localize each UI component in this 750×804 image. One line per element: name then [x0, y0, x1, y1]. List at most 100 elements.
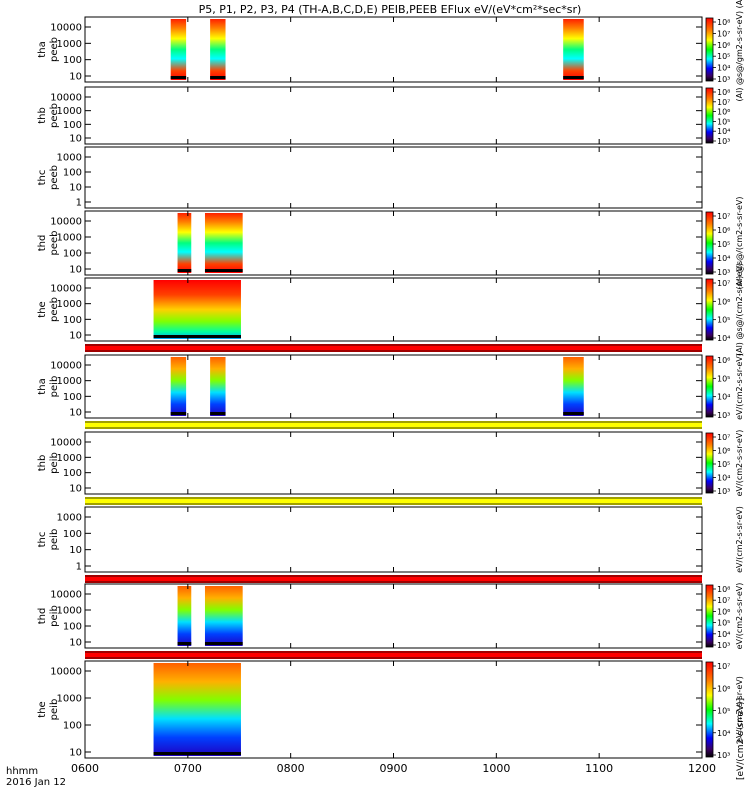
colorbar — [705, 432, 714, 494]
x-tick-label: 0900 — [380, 762, 408, 775]
panel-label-instrument: peib — [49, 452, 60, 474]
y-tick-label: 1000 — [57, 694, 82, 705]
colorbar — [705, 355, 714, 418]
y-tick-label: 100 — [63, 622, 82, 633]
spectrogram-segment — [563, 19, 584, 80]
y-tick-label: 1000 — [57, 453, 82, 464]
y-tick-label: 10000 — [50, 590, 82, 601]
colorbar-tick-label: 10⁶ — [717, 684, 730, 693]
colorbar-units-label: [eV/(cm2-s-sr-eV)] — [736, 698, 746, 780]
colorbar-title: eV/(cm2-s-sr-eV) — [735, 583, 744, 650]
colorbar-tick-label: 10⁶ — [717, 41, 730, 50]
y-tick-label: 10 — [69, 183, 82, 194]
colorbar-tick-label: 10⁵ — [717, 117, 730, 126]
colorbar — [705, 661, 714, 758]
panel-label-probe: thc — [37, 532, 48, 548]
colorbar-tick-label: 10⁵ — [717, 619, 730, 628]
spectrogram-segment — [153, 663, 241, 756]
panel-label-instrument: peib — [49, 605, 60, 627]
panel-label-probe: the — [37, 701, 48, 717]
colorbar-tick-label: 10⁷ — [717, 596, 730, 605]
spectrogram-segment — [153, 280, 241, 339]
y-tick-label: 10 — [69, 134, 82, 145]
panel-label-instrument: peib — [49, 529, 60, 551]
y-tick-label: 10 — [69, 408, 82, 419]
colorbar-tick-label: 10⁴ — [717, 127, 730, 136]
panel-label-probe: thb — [37, 107, 48, 124]
y-tick-label: 10000 — [50, 93, 82, 104]
segment-low-energy — [563, 76, 584, 79]
spectrogram-segment — [170, 19, 187, 80]
colorbar — [705, 211, 714, 275]
colorbar-tick-label: 10⁷ — [717, 662, 730, 671]
y-tick-label: 10 — [69, 484, 82, 495]
panel-label-probe: thd — [37, 235, 48, 252]
colorbar-tick-label: 10⁴ — [717, 393, 730, 402]
segment-low-energy — [177, 269, 192, 272]
x-axis: 0600 0700 0800 0900 1000 1100 1200 — [71, 762, 716, 775]
colorbar-tick-label: 10³ — [717, 641, 730, 650]
colorbar — [705, 17, 714, 82]
spectrogram-segment — [204, 213, 243, 273]
segment-low-energy — [177, 642, 192, 645]
flux-band — [85, 575, 702, 583]
flux-band — [85, 421, 702, 429]
x-axis-label: hhmm — [6, 766, 38, 777]
colorbar-tick-label: 10⁵ — [717, 240, 730, 249]
spectrogram-segment — [210, 357, 226, 416]
colorbar-tick-label: 10³ — [717, 137, 730, 146]
segment-low-energy — [204, 269, 243, 272]
x-tick-label: 1200 — [688, 762, 716, 775]
colorbar-tick-label: 10⁸ — [717, 18, 730, 27]
colorbar-tick-label: 10³ — [717, 268, 730, 277]
spectrogram-segment — [204, 586, 243, 646]
y-tick-label: 1000 — [57, 606, 82, 617]
chart-title: P5, P1, P2, P3, P4 (TH-A,B,C,D,E) PEIB,P… — [199, 3, 582, 16]
colorbar-tick-label: 10⁶ — [717, 226, 730, 235]
y-tick-label: 100 — [63, 120, 82, 131]
colorbar-tick-label: 10⁷ — [717, 212, 730, 221]
colorbar-tick-label: 10⁴ — [717, 254, 730, 263]
flux-band — [85, 651, 702, 659]
colorbar-title: (Al) @s@/(cm2-s-sr-eV) — [735, 196, 744, 289]
panel-label-instrument: peeb — [49, 37, 60, 62]
y-tick-label: 10 — [69, 748, 82, 759]
panel-label-instrument: peeb — [49, 231, 60, 256]
colorbar-tick-label: 10³ — [717, 487, 730, 496]
colorbar-title: (Al) @s@/(cm2-s-sr-eV) — [735, 263, 744, 356]
x-tick-label: 1100 — [585, 762, 613, 775]
colorbar-tick-label: 10⁵ — [717, 707, 730, 716]
panel-label-probe: thd — [37, 608, 48, 625]
colorbar-tick-label: 10⁴ — [717, 64, 730, 73]
spectrogram-segment — [210, 19, 226, 80]
y-tick-label: 1000 — [57, 299, 82, 310]
colorbar-tick-label: 10⁸ — [717, 585, 730, 594]
panel-label-probe: the — [37, 301, 48, 317]
panel-frame — [84, 86, 703, 145]
spectrogram-segment — [563, 357, 584, 416]
panel-label-instrument: peib — [49, 699, 60, 721]
y-tick-label: 100 — [63, 468, 82, 479]
panel-label-probe: thc — [37, 170, 48, 186]
y-tick-label: 1000 — [57, 233, 82, 244]
y-tick-label: 10000 — [50, 217, 82, 228]
colorbar-tick-label: 10⁵ — [717, 460, 730, 469]
y-tick-label: 1000 — [57, 376, 82, 387]
panel-thc-peeb: 1 10 100 1000 thc peeb — [37, 146, 703, 209]
colorbar-tick-label: 10⁶ — [717, 607, 730, 616]
y-tick-label: 1 — [76, 198, 82, 209]
colorbar-tick-label: 10⁶ — [717, 297, 730, 306]
colorbar-tick-label: 10⁷ — [717, 98, 730, 107]
flux-band — [85, 344, 702, 352]
y-tick-label: 1000 — [57, 39, 82, 50]
panel-frame — [84, 431, 703, 495]
panel-label-instrument: peib — [49, 376, 60, 398]
colorbar-tick-label: 10⁵ — [717, 316, 730, 325]
colorbar-tick-label: 10⁶ — [717, 447, 730, 456]
date-label: 2016 Jan 12 — [6, 777, 66, 788]
colorbar-tick-label: 10⁴ — [717, 729, 730, 738]
colorbar-title: eV/(cm2-s-sr-eV) — [735, 353, 744, 420]
